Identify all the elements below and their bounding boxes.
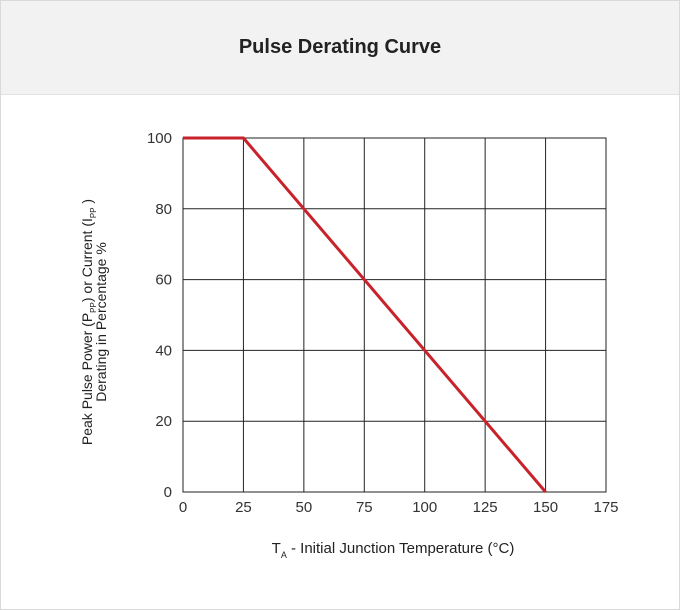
y-tick-20: 20	[155, 413, 172, 430]
y-axis-label-line1: Peak Pulse Power (PPP) or Current (IPP )	[79, 199, 98, 445]
chart-title: Pulse Derating Curve	[238, 36, 442, 58]
x-tick-50: 50	[296, 499, 313, 516]
x-tick-150: 150	[533, 499, 558, 516]
x-tick-75: 75	[356, 499, 373, 516]
plot-frame	[182, 137, 607, 493]
y-tick-labels: 0 20 40 60 80 100	[147, 130, 172, 501]
series-layer	[182, 136, 547, 493]
x-tick-125: 125	[473, 499, 498, 516]
y-tick-100: 100	[147, 130, 172, 147]
y-tick-60: 60	[155, 272, 172, 289]
x-axis-label-main: T	[272, 540, 281, 557]
y-axis-label: Peak Pulse Power (PPP) or Current (IPP )…	[79, 199, 109, 445]
x-tick-labels: 0 25 50 75 100 125 150 175	[179, 499, 619, 516]
x-tick-100: 100	[412, 499, 437, 516]
y-tick-40: 40	[155, 342, 172, 359]
y-tick-0: 0	[164, 484, 172, 501]
card-header: Pulse Derating Curve	[1, 1, 679, 95]
x-axis-label-sub: A	[281, 550, 287, 560]
x-axis-label: TA - Initial Junction Temperature (°C)	[272, 540, 515, 560]
x-tick-25: 25	[235, 499, 252, 516]
x-axis-label-rest: - Initial Junction Temperature (°C)	[287, 540, 514, 557]
x-tick-0: 0	[179, 499, 187, 516]
y-axis-label-line2: Derating in Percentage %	[93, 242, 109, 402]
x-tick-175: 175	[593, 499, 618, 516]
plot-grid	[182, 137, 607, 493]
y-tick-80: 80	[155, 201, 172, 218]
